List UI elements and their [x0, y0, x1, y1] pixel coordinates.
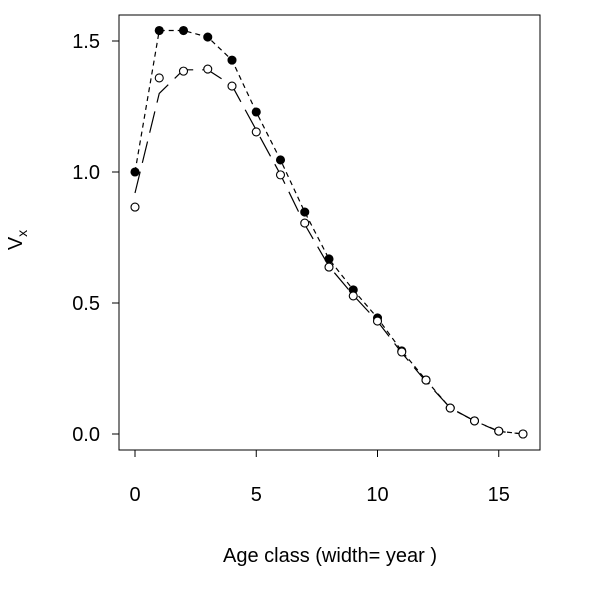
data-point-open [130, 202, 140, 212]
x-tick-label: 5 [251, 484, 262, 506]
y-tick-label: 0.0 [72, 424, 100, 446]
data-point-open [178, 66, 189, 76]
data-point-filled [178, 25, 189, 36]
data-point-filled [203, 32, 213, 42]
data-point-filled [275, 155, 286, 165]
y-tick-label: 1.0 [72, 162, 100, 184]
data-point-filled [154, 25, 164, 36]
x-tick-label: 0 [129, 484, 140, 506]
data-point-open [227, 81, 237, 91]
data-point-open [372, 316, 383, 326]
data-point-open [397, 347, 407, 357]
data-point-filled [227, 55, 237, 65]
data-point-open [275, 170, 286, 180]
data-point-open [421, 375, 431, 385]
data-point-open [154, 73, 164, 83]
x-axis-label: Age class (width= year ) [223, 545, 437, 567]
data-point-open [251, 127, 261, 137]
data-point-filled [130, 167, 140, 177]
data-point-open [469, 416, 480, 426]
series-line-longdash [134, 69, 524, 435]
data-point-open [300, 218, 310, 228]
data-point-filled [251, 107, 261, 117]
data-point-open [445, 403, 455, 413]
data-point-filled [324, 254, 334, 264]
data-point-open [324, 262, 334, 272]
x-tick-label: 10 [366, 484, 388, 506]
data-point-open [518, 429, 528, 439]
data-point-open [494, 426, 504, 436]
y-tick-label: 1.5 [72, 31, 100, 53]
x-tick-label: 15 [488, 484, 510, 506]
y-axis-label: Vx [5, 230, 30, 250]
data-point-filled [300, 207, 310, 217]
data-point-open [348, 291, 358, 301]
y-tick-label: 0.5 [72, 293, 100, 315]
plot-frame [118, 14, 541, 451]
series-line-dashed [134, 29, 524, 435]
data-point-open [203, 64, 213, 74]
